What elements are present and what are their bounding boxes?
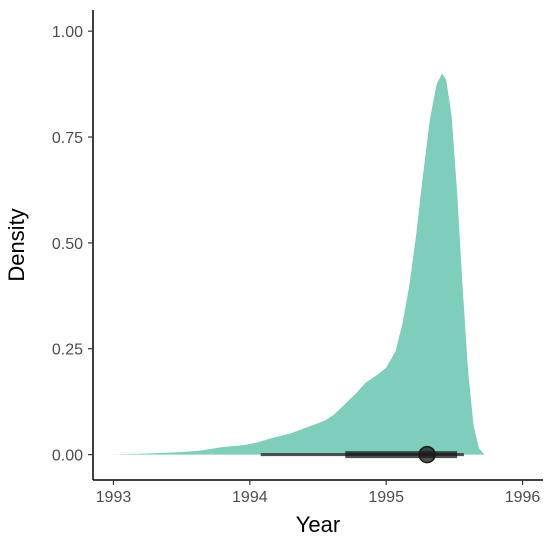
plot-area — [110, 73, 485, 464]
point-estimate — [418, 445, 436, 464]
x-axis-title: Year — [296, 512, 340, 537]
x-tick-label: 1993 — [96, 489, 132, 506]
y-tick-label: 0.50 — [52, 236, 83, 253]
x-tick-label: 1996 — [505, 489, 541, 506]
y-tick-label: 0.25 — [52, 342, 83, 359]
y-tick-label: 1.00 — [52, 24, 83, 41]
density-area — [110, 73, 485, 455]
y-axis-ticks: 0.00 0.25 0.50 0.75 1.00 — [52, 24, 93, 465]
y-tick-label: 0.00 — [52, 448, 83, 465]
y-tick-label: 0.75 — [52, 130, 83, 147]
x-axis-ticks: 1993 1994 1995 1996 — [96, 480, 541, 506]
x-tick-label: 1994 — [232, 489, 268, 506]
y-axis-title: Density — [4, 208, 29, 281]
x-tick-label: 1995 — [368, 489, 404, 506]
